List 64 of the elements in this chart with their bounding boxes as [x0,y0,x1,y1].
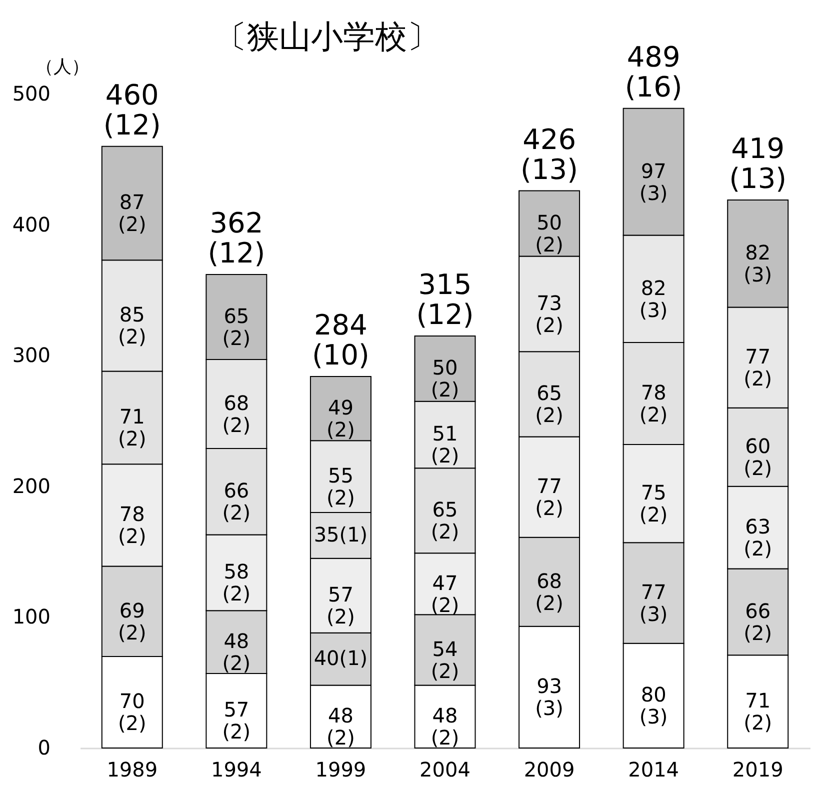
y-tick-label: 400 [12,212,50,236]
data-label: 77 (2) [744,344,772,391]
data-label: 65 (2) [535,381,564,428]
data-label: 47 (2) [430,570,460,617]
data-label: 75 (2) [639,480,668,527]
chart-title: 〔狭山小学校〕 [215,17,439,56]
data-label: 35(1) [314,522,368,546]
data-label: 93 (3) [535,674,564,720]
y-tick-label: 500 [12,82,50,106]
data-label: 63 (2) [744,514,772,561]
data-label: 40(1) [314,646,368,670]
x-tick-label: 2014 [628,758,680,782]
total-label: 315 (12) [416,268,474,331]
data-label: 57 (2) [222,698,251,744]
x-tick-label: 1989 [106,758,158,782]
y-tick-label: 100 [12,604,50,629]
data-label: 66 (2) [222,478,251,525]
y-tick-label: 0 [38,736,50,760]
total-label: 460 (12) [103,78,161,142]
data-label: 49 (2) [326,396,355,442]
data-label: 55 (2) [326,464,355,510]
y-tick-label: 200 [12,474,50,498]
data-label: 77 (2) [535,474,564,520]
x-tick-label: 2019 [732,758,784,782]
data-label: 71 (2) [118,404,146,451]
data-label: 85 (2) [118,302,146,349]
data-label: 60 (2) [744,434,772,480]
total-label: 489 (16) [624,40,682,104]
total-label: 426 (13) [520,122,578,186]
data-label: 78 (2) [639,380,668,427]
data-label: 73 (2) [535,290,564,337]
data-label: 82 (3) [639,276,668,322]
x-tick-label: 1999 [315,758,366,782]
x-tick-label: 2009 [524,758,575,782]
data-label: 58 (2) [222,560,251,606]
total-label: 362 (12) [208,206,266,270]
data-label: 71 (2) [744,688,772,735]
data-label: 50 (2) [430,356,460,402]
data-label: 77 (3) [639,580,668,626]
data-label: 97 (3) [639,158,668,205]
data-label: 54 (2) [430,636,460,683]
data-label: 82 (3) [744,240,772,287]
x-tick-label: 1994 [210,758,262,782]
total-label: 284 (10) [312,308,370,372]
data-label: 57 (2) [326,582,355,629]
data-label: 78 (2) [118,502,146,548]
data-label: 48 (2) [430,704,460,750]
data-label: 87 (2) [118,190,146,236]
x-tick-label: 2004 [420,758,470,782]
y-tick-label: 300 [12,343,50,368]
data-label: 68 (2) [535,568,564,615]
data-label: 65 (2) [430,498,460,544]
data-label: 68 (2) [222,390,251,437]
data-label: 50 (2) [535,210,564,256]
data-label: 65 (2) [222,304,251,350]
data-label: 80 (3) [639,682,668,729]
total-label: 419 (13) [729,132,787,195]
y-axis-title: （人） [36,56,90,78]
data-label: 51 (2) [430,422,460,468]
data-label: 48 (2) [326,704,355,750]
data-label: 66 (2) [744,598,772,645]
data-label: 70 (2) [118,689,146,736]
data-label: 48 (2) [222,629,251,676]
data-label: 69 (2) [118,598,146,644]
